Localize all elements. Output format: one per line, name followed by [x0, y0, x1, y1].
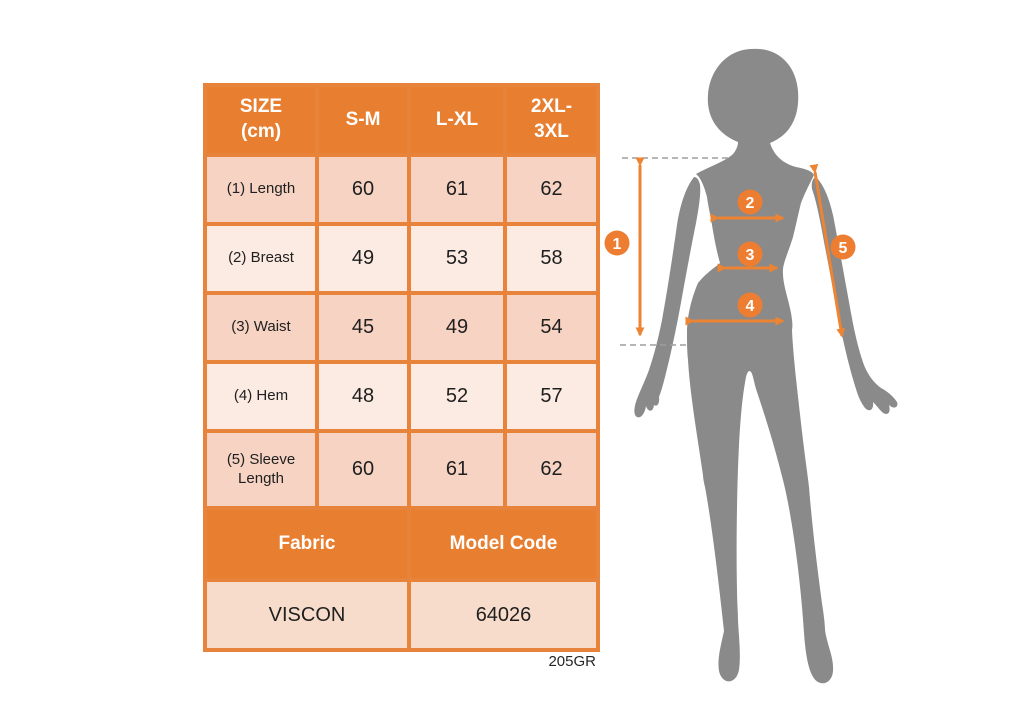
badge-number: 5	[839, 240, 848, 257]
measure-badge-2: 2	[737, 189, 763, 215]
row-label-sleeve-length: (5) Sleeve Length	[203, 429, 319, 510]
badge-circle	[830, 234, 856, 260]
length-lxl-value: 61	[407, 153, 507, 226]
sleeve-length-label-text: (5) Sleeve Length	[226, 450, 296, 487]
col-header-size-label: SIZE (cm)	[239, 96, 283, 142]
table-row: (4) Hem 48 52 57	[203, 360, 600, 433]
fabric-header: Fabric	[203, 506, 411, 582]
col-header-2xl3xl: 2XL-3XL	[503, 83, 600, 157]
size-chart-table: SIZE (cm) S-M L-XL 2XL-3XL (1) Length 60…	[203, 83, 600, 652]
model-code-value: 64026	[407, 578, 600, 652]
badge-circle	[737, 292, 763, 318]
fabric-value: VISCON	[203, 578, 411, 652]
col-header-sm: S-M	[315, 83, 411, 157]
badge-number: 4	[746, 298, 755, 315]
measure-badge-1: 1	[604, 230, 630, 256]
badge-number: 1	[613, 236, 622, 253]
row-label-hem: (4) Hem	[203, 360, 319, 433]
badge-circle	[737, 241, 763, 267]
row-label-waist: (3) Waist	[203, 291, 319, 364]
breast-lxl-value: 53	[407, 222, 507, 295]
breast-2xl3xl-value: 58	[503, 222, 600, 295]
measure-badge-4: 4	[737, 292, 763, 318]
table-row: (3) Waist 45 49 54	[203, 291, 600, 364]
length-2xl3xl-value: 62	[503, 153, 600, 226]
badge-number: 3	[746, 247, 755, 264]
table-row: (2) Breast 49 53 58	[203, 222, 600, 295]
col-header-lxl: L-XL	[407, 83, 507, 157]
waist-sm-value: 45	[315, 291, 411, 364]
col-header-size: SIZE (cm)	[203, 83, 319, 157]
table-row: (5) Sleeve Length 60 61 62	[203, 429, 600, 510]
table-row: (1) Length 60 61 62	[203, 153, 600, 226]
measure-badge-5: 5	[830, 234, 856, 260]
waist-2xl3xl-value: 54	[503, 291, 600, 364]
sleeve-lxl-value: 61	[407, 429, 507, 510]
breast-sm-value: 49	[315, 222, 411, 295]
col-header-lxl-label: L-XL	[435, 108, 479, 130]
length-sm-value: 60	[315, 153, 411, 226]
model-code-header: Model Code	[407, 506, 600, 582]
weight-note: 205GR	[548, 653, 596, 670]
table-header-row: SIZE (cm) S-M L-XL 2XL-3XL	[203, 83, 600, 157]
row-label-length: (1) Length	[203, 153, 319, 226]
waist-lxl-value: 49	[407, 291, 507, 364]
woman-right-arm	[811, 177, 898, 415]
badge-circle	[737, 189, 763, 215]
hem-sm-value: 48	[315, 360, 411, 433]
table-footer-header-row: Fabric Model Code	[203, 506, 600, 582]
badge-number: 2	[746, 195, 755, 212]
measurement-figure: 1 2 3 4 5	[604, 48, 898, 684]
table-footer-value-row: VISCON 64026	[203, 578, 600, 652]
woman-silhouette	[687, 48, 834, 684]
sleeve-sm-value: 60	[315, 429, 411, 510]
badge-circle	[604, 230, 630, 256]
sleeve-2xl3xl-value: 62	[503, 429, 600, 510]
measure-arrow-sleeve	[809, 163, 846, 338]
hem-lxl-value: 52	[407, 360, 507, 433]
measure-badge-3: 3	[737, 241, 763, 267]
col-header-sm-label: S-M	[345, 108, 381, 130]
row-label-breast: (2) Breast	[203, 222, 319, 295]
hem-2xl3xl-value: 57	[503, 360, 600, 433]
woman-left-arm	[634, 177, 701, 418]
col-header-2xl3xl-label: 2XL-3XL	[530, 96, 573, 142]
